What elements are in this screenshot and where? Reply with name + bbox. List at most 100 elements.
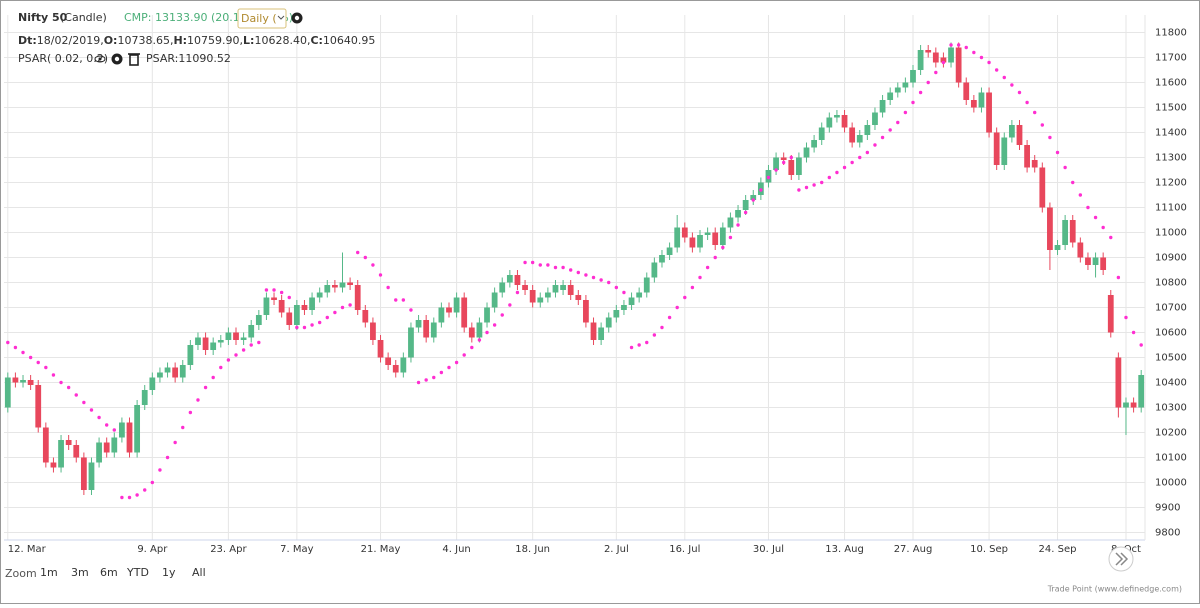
candle-body bbox=[727, 217, 734, 228]
psar-dot bbox=[454, 360, 459, 365]
candle-body bbox=[271, 297, 277, 300]
candle-body bbox=[331, 285, 338, 288]
psar-dot bbox=[158, 468, 162, 472]
info-value: 18/02/2019, bbox=[37, 34, 104, 47]
psar-dot bbox=[652, 333, 657, 337]
zoom-button[interactable]: 1y bbox=[162, 566, 176, 579]
candle-body bbox=[370, 322, 376, 340]
psar-dot bbox=[896, 120, 900, 125]
indicator-settings[interactable] bbox=[111, 53, 123, 65]
y-tick-label: 10000 bbox=[1155, 478, 1187, 489]
y-tick-label: 10200 bbox=[1155, 428, 1187, 439]
candle-body bbox=[1001, 137, 1008, 165]
psar-dot bbox=[333, 310, 337, 315]
x-tick-label: 24. Sep bbox=[1039, 544, 1077, 555]
candle-body bbox=[773, 157, 779, 170]
psar-dot bbox=[82, 400, 86, 405]
eye-icon[interactable] bbox=[94, 55, 106, 63]
zoom-button[interactable]: All bbox=[192, 566, 206, 579]
candle-body bbox=[42, 427, 49, 463]
zoom-button[interactable]: 6m bbox=[100, 566, 118, 579]
candle-body bbox=[1069, 220, 1076, 243]
psar-dot bbox=[835, 170, 839, 175]
select-box[interactable] bbox=[237, 8, 287, 29]
x-tick-label: 27. Aug bbox=[894, 544, 933, 555]
candle-body bbox=[1062, 220, 1069, 245]
scroll-arrow[interactable] bbox=[1115, 552, 1129, 566]
candle-body bbox=[849, 127, 856, 143]
psar-dot bbox=[279, 290, 284, 295]
candle-body bbox=[73, 445, 80, 458]
psar-dot bbox=[386, 285, 390, 290]
psar-dot bbox=[713, 255, 717, 260]
zoom-button[interactable]: YTD bbox=[126, 566, 149, 579]
zoom-button[interactable]: 3m bbox=[71, 566, 89, 579]
psar-dot bbox=[751, 198, 755, 202]
candle-body bbox=[476, 322, 483, 338]
psar-dot bbox=[858, 155, 862, 160]
eye[interactable] bbox=[94, 55, 106, 63]
candle-body bbox=[4, 377, 11, 408]
psar-dot bbox=[241, 348, 246, 352]
x-tick-label: 7. May bbox=[280, 544, 313, 555]
psar-dot bbox=[1033, 110, 1037, 115]
psar-dot bbox=[667, 315, 672, 320]
interval-select[interactable]: Daily ( bbox=[237, 8, 287, 29]
scroll-button[interactable] bbox=[1108, 546, 1134, 572]
psar-dot bbox=[743, 210, 748, 215]
candle-body bbox=[293, 305, 300, 325]
candle-body bbox=[491, 292, 498, 308]
candle-body bbox=[978, 92, 985, 108]
psar-dot bbox=[941, 60, 946, 65]
psar-dot bbox=[44, 365, 48, 370]
psar-dot bbox=[698, 275, 702, 280]
psar-dot bbox=[340, 305, 345, 310]
info-label: C: bbox=[310, 34, 322, 47]
zoom-buttons: 1m 3m 6m YTD 1y All bbox=[40, 566, 206, 579]
candle-body bbox=[643, 277, 650, 293]
psar-dot bbox=[607, 280, 611, 285]
candle-body bbox=[255, 315, 262, 325]
delete-icon[interactable] bbox=[128, 53, 140, 66]
psar-dot bbox=[850, 160, 854, 165]
psar-dot bbox=[462, 353, 466, 357]
psar-dot bbox=[1101, 225, 1105, 230]
candle-body bbox=[590, 322, 597, 340]
x-tick-label: 18. Jun bbox=[515, 544, 550, 555]
x-tick-label: 30. Jul bbox=[753, 544, 784, 555]
candle-body bbox=[1016, 125, 1023, 145]
psar-dot bbox=[6, 340, 10, 345]
candle-body bbox=[27, 380, 34, 385]
candle-body bbox=[856, 135, 863, 143]
psar-dot bbox=[97, 415, 101, 420]
candle-body bbox=[1024, 145, 1030, 168]
trash[interactable] bbox=[129, 54, 139, 66]
y-tick-label: 10900 bbox=[1155, 253, 1187, 264]
gear-hole bbox=[294, 15, 300, 21]
psar-dot bbox=[926, 80, 930, 85]
interval[interactable]: Daily ( bbox=[241, 12, 277, 25]
psar-dot bbox=[530, 260, 535, 265]
candle-body bbox=[522, 285, 528, 290]
candle-body bbox=[187, 345, 194, 365]
candle-body bbox=[704, 232, 711, 235]
plot-area: 9800 9900 10000 10100 10200 10300 10400 10500 10… bbox=[4, 15, 1187, 555]
zoom-button[interactable]: 1m bbox=[40, 566, 58, 579]
psar-dot bbox=[827, 175, 832, 180]
psar-dot bbox=[66, 385, 71, 390]
settings-icon[interactable] bbox=[291, 12, 303, 24]
y-tick-label: 10100 bbox=[1155, 453, 1187, 464]
psar-dot bbox=[51, 373, 56, 377]
candle-body bbox=[1123, 402, 1129, 408]
candle-body bbox=[446, 307, 452, 313]
candle-body bbox=[354, 285, 361, 310]
psar-dot bbox=[523, 260, 527, 265]
y-tick-label: 10300 bbox=[1155, 403, 1187, 414]
dropdown-arrow[interactable] bbox=[277, 15, 285, 20]
psar-dot bbox=[797, 188, 801, 192]
psar-dot bbox=[500, 313, 504, 317]
psar-dot bbox=[979, 55, 984, 60]
candle-body bbox=[970, 100, 977, 108]
candle-body bbox=[309, 297, 315, 310]
candle-body bbox=[499, 282, 506, 293]
